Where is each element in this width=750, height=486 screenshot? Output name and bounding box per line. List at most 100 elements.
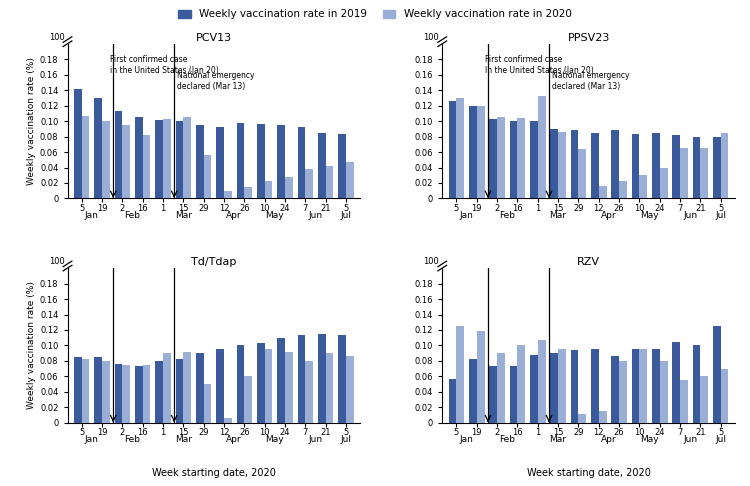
Bar [713, 326, 721, 423]
Bar [196, 125, 204, 198]
Bar [611, 130, 619, 198]
Title: Td/Tdap: Td/Tdap [191, 257, 236, 267]
Bar [619, 181, 627, 198]
Bar [82, 117, 89, 198]
Bar [184, 352, 191, 423]
Bar [155, 121, 163, 198]
Bar [102, 121, 110, 198]
Text: 100: 100 [49, 33, 64, 42]
Bar [619, 361, 627, 423]
Bar [305, 361, 313, 423]
Bar [102, 361, 110, 423]
Bar [632, 134, 640, 198]
Bar [74, 357, 82, 423]
Bar [477, 331, 484, 423]
Bar [237, 122, 244, 198]
Bar [122, 125, 130, 198]
Bar [598, 411, 607, 423]
Bar [680, 380, 688, 423]
Bar [640, 175, 647, 198]
Bar [184, 117, 191, 198]
Text: 100: 100 [424, 258, 439, 266]
Bar [285, 177, 292, 198]
Bar [237, 346, 244, 423]
Bar [298, 126, 305, 198]
Bar [469, 359, 477, 423]
Bar [176, 359, 184, 423]
Bar [700, 148, 708, 198]
Bar [224, 418, 232, 423]
Bar [591, 349, 598, 423]
Bar [135, 117, 142, 198]
Y-axis label: Weekly vaccination rate (%): Weekly vaccination rate (%) [27, 281, 36, 409]
Bar [611, 356, 619, 423]
Bar [490, 366, 497, 423]
Bar [518, 346, 525, 423]
Title: RZV: RZV [577, 257, 600, 267]
Bar [82, 359, 89, 423]
Bar [318, 334, 326, 423]
Bar [326, 166, 334, 198]
Bar [448, 380, 457, 423]
Legend: Weekly vaccination rate in 2019, Weekly vaccination rate in 2020: Weekly vaccination rate in 2019, Weekly … [174, 5, 576, 23]
Bar [176, 121, 184, 198]
Bar [538, 340, 545, 423]
Bar [558, 132, 566, 198]
Bar [257, 124, 265, 198]
Bar [278, 125, 285, 198]
Bar [477, 106, 484, 198]
Text: National emergency
declared (Mar 13): National emergency declared (Mar 13) [177, 71, 255, 91]
Bar [115, 111, 122, 198]
Bar [204, 384, 212, 423]
Bar [204, 155, 212, 198]
Bar [115, 364, 122, 423]
Bar [721, 369, 728, 423]
Text: National emergency
declared (Mar 13): National emergency declared (Mar 13) [552, 71, 629, 91]
Bar [680, 148, 688, 198]
Text: 100: 100 [49, 258, 64, 266]
Bar [122, 365, 130, 423]
Bar [530, 355, 538, 423]
Bar [598, 186, 607, 198]
Bar [338, 134, 346, 198]
Bar [94, 98, 102, 198]
Bar [244, 376, 252, 423]
Bar [298, 335, 305, 423]
Bar [632, 349, 640, 423]
Bar [285, 352, 292, 423]
Bar [244, 187, 252, 198]
Bar [571, 130, 578, 198]
Bar [497, 117, 505, 198]
Bar [457, 326, 464, 423]
Bar [652, 134, 660, 198]
Bar [571, 350, 578, 423]
Bar [326, 353, 334, 423]
Bar [305, 169, 313, 198]
Bar [490, 119, 497, 198]
Bar [94, 357, 102, 423]
Bar [660, 361, 668, 423]
Bar [196, 353, 204, 423]
Bar [346, 162, 354, 198]
Bar [652, 349, 660, 423]
Bar [660, 168, 668, 198]
Bar [278, 338, 285, 423]
Bar [74, 88, 82, 198]
Bar [640, 349, 647, 423]
Y-axis label: Weekly vaccination rate (%): Weekly vaccination rate (%) [27, 57, 36, 185]
Text: First confirmed case
in the United States (Jan 20): First confirmed case in the United State… [110, 55, 219, 75]
Bar [510, 121, 518, 198]
Bar [469, 105, 477, 198]
Bar [135, 365, 142, 423]
Bar [163, 119, 171, 198]
Bar [142, 365, 151, 423]
Bar [713, 137, 721, 198]
Bar [673, 135, 680, 198]
Bar [142, 135, 151, 198]
X-axis label: Week starting date, 2020: Week starting date, 2020 [152, 468, 276, 478]
Bar [448, 101, 457, 198]
Bar [591, 133, 598, 198]
Bar [693, 346, 700, 423]
Text: 100: 100 [424, 33, 439, 42]
Bar [497, 353, 505, 423]
